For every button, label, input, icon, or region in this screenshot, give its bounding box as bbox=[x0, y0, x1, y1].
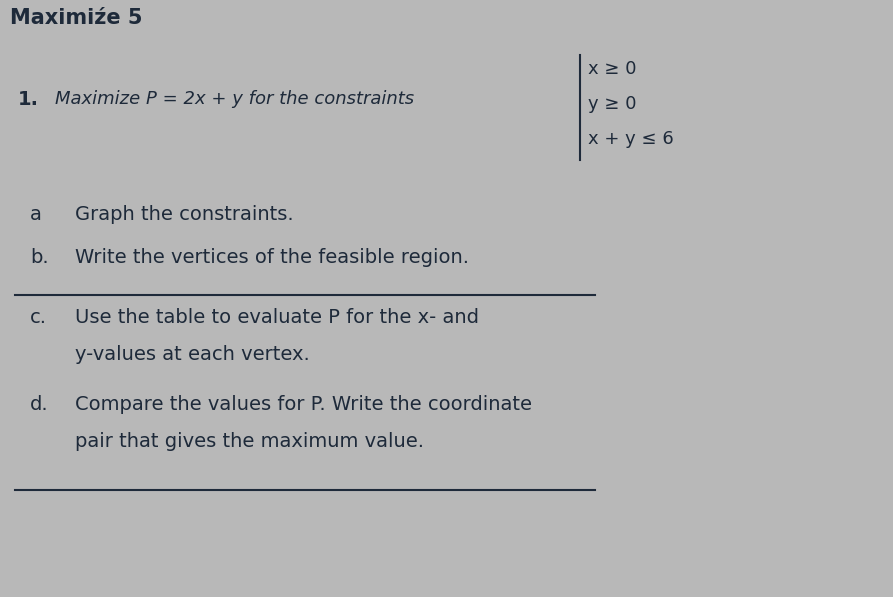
Text: Graph the constraints.: Graph the constraints. bbox=[75, 205, 294, 224]
Text: pair that gives the maximum value.: pair that gives the maximum value. bbox=[75, 432, 424, 451]
Text: 1.: 1. bbox=[18, 90, 39, 109]
Text: Maximize P = 2x + y for the constraints: Maximize P = 2x + y for the constraints bbox=[55, 90, 414, 108]
Text: c.: c. bbox=[30, 308, 47, 327]
Text: Use the table to evaluate P for the x- and: Use the table to evaluate P for the x- a… bbox=[75, 308, 479, 327]
Text: y-values at each vertex.: y-values at each vertex. bbox=[75, 345, 310, 364]
Text: y ≥ 0: y ≥ 0 bbox=[588, 95, 637, 113]
Text: x ≥ 0: x ≥ 0 bbox=[588, 60, 637, 78]
Text: Maximiźe 5: Maximiźe 5 bbox=[10, 8, 143, 28]
Text: d.: d. bbox=[30, 395, 48, 414]
Text: x + y ≤ 6: x + y ≤ 6 bbox=[588, 130, 673, 148]
Text: a: a bbox=[30, 205, 42, 224]
Text: Compare the values for P. Write the coordinate: Compare the values for P. Write the coor… bbox=[75, 395, 532, 414]
Text: Write the vertices of the feasible region.: Write the vertices of the feasible regio… bbox=[75, 248, 469, 267]
Text: b.: b. bbox=[30, 248, 48, 267]
